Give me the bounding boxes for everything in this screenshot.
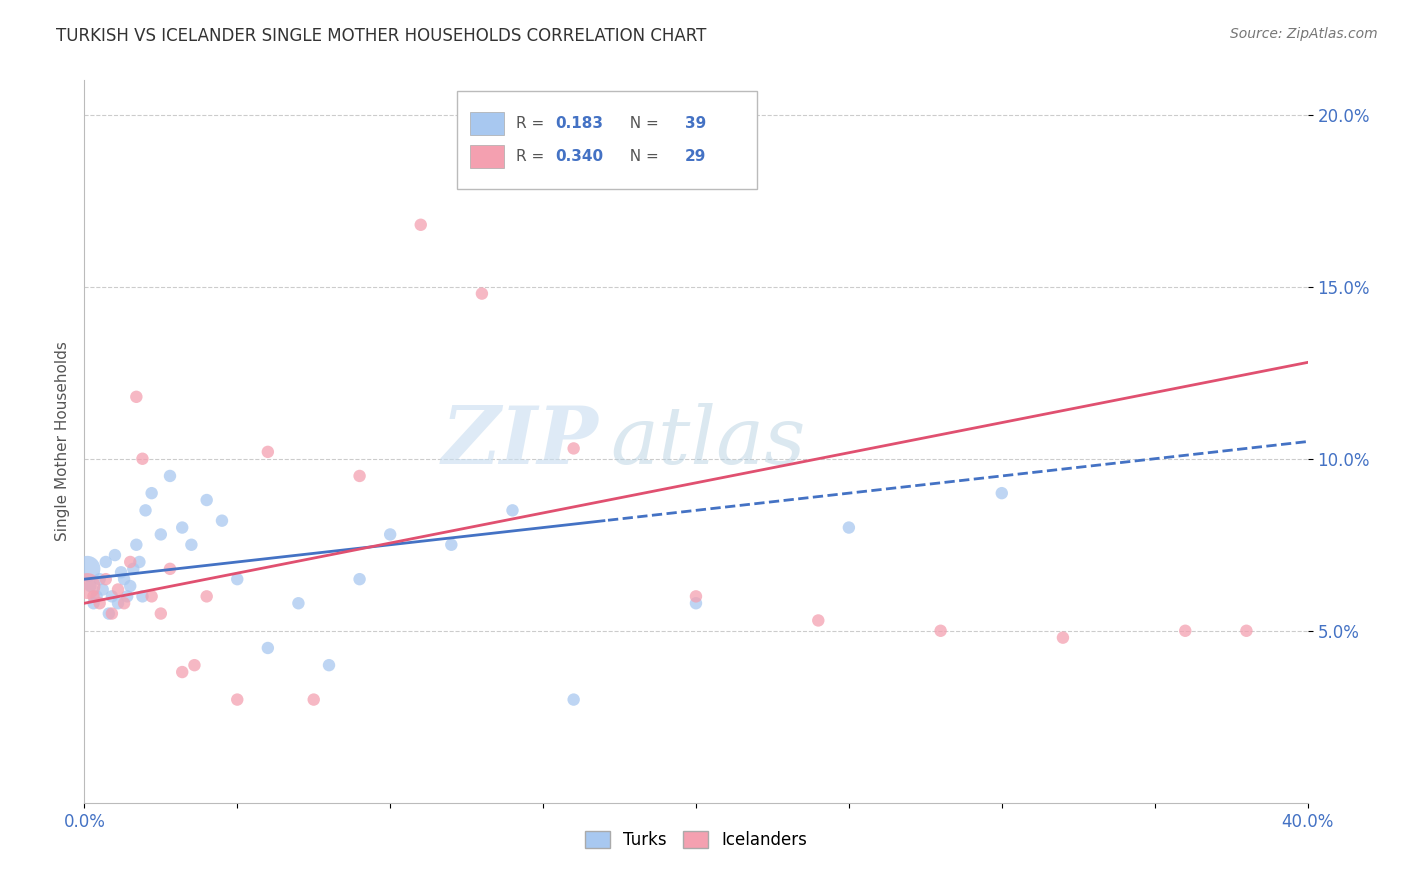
Point: [125, 390, 148, 404]
Text: TURKISH VS ICELANDER SINGLE MOTHER HOUSEHOLDS CORRELATION CHART: TURKISH VS ICELANDER SINGLE MOTHER HOUSE…: [56, 27, 707, 45]
Point: [302, 692, 325, 706]
Point: [318, 658, 340, 673]
Point: [104, 548, 127, 562]
Point: [89, 572, 111, 586]
Point: [807, 614, 830, 628]
Point: [562, 692, 585, 706]
Point: [159, 469, 181, 483]
Point: [131, 590, 153, 604]
Text: 0.340: 0.340: [555, 149, 603, 163]
Point: [195, 493, 218, 508]
Point: [76, 562, 98, 576]
Point: [349, 469, 371, 483]
Point: [149, 607, 172, 621]
Point: [149, 527, 172, 541]
Point: [226, 692, 249, 706]
Text: R =: R =: [516, 116, 550, 131]
Point: [685, 596, 707, 610]
Point: [101, 590, 124, 604]
Text: 39: 39: [685, 116, 706, 131]
Point: [141, 486, 163, 500]
Text: Source: ZipAtlas.com: Source: ZipAtlas.com: [1230, 27, 1378, 41]
Point: [91, 582, 114, 597]
Point: [1174, 624, 1197, 638]
FancyBboxPatch shape: [457, 91, 758, 189]
Y-axis label: Single Mother Households: Single Mother Households: [55, 342, 70, 541]
Point: [94, 555, 117, 569]
Legend: Turks, Icelanders: Turks, Icelanders: [578, 824, 814, 856]
Point: [226, 572, 249, 586]
Point: [86, 590, 108, 604]
Point: [257, 445, 280, 459]
Point: [991, 486, 1014, 500]
Point: [120, 555, 142, 569]
Point: [107, 582, 129, 597]
Point: [1052, 631, 1074, 645]
Point: [141, 590, 163, 604]
Point: [685, 590, 707, 604]
Point: [128, 555, 150, 569]
Point: [159, 562, 181, 576]
Point: [380, 527, 402, 541]
Point: [562, 442, 585, 456]
Point: [180, 538, 202, 552]
Text: 0.183: 0.183: [555, 116, 603, 131]
Point: [1236, 624, 1258, 638]
Point: [257, 640, 280, 655]
Point: [112, 572, 135, 586]
Point: [115, 590, 138, 604]
Point: [135, 503, 157, 517]
Text: N =: N =: [620, 149, 664, 163]
Text: R =: R =: [516, 149, 550, 163]
Point: [172, 520, 194, 534]
Point: [107, 596, 129, 610]
Point: [110, 566, 132, 580]
Point: [76, 579, 98, 593]
Point: [97, 607, 120, 621]
Point: [83, 590, 105, 604]
Point: [440, 538, 463, 552]
Point: [94, 572, 117, 586]
Point: [287, 596, 309, 610]
Point: [471, 286, 494, 301]
Point: [112, 596, 135, 610]
Bar: [470, 112, 503, 136]
Text: N =: N =: [620, 116, 664, 131]
Point: [929, 624, 952, 638]
Point: [101, 607, 124, 621]
Text: atlas: atlas: [610, 403, 806, 480]
Point: [79, 579, 101, 593]
Text: 29: 29: [685, 149, 706, 163]
Point: [502, 503, 524, 517]
Point: [122, 562, 145, 576]
Point: [349, 572, 371, 586]
Point: [83, 596, 105, 610]
Point: [120, 579, 142, 593]
Point: [172, 665, 194, 679]
Bar: [470, 145, 503, 168]
Point: [183, 658, 205, 673]
Text: ZIP: ZIP: [441, 403, 598, 480]
Point: [89, 596, 111, 610]
Point: [131, 451, 153, 466]
Point: [838, 520, 860, 534]
Point: [211, 514, 233, 528]
Point: [409, 218, 432, 232]
Point: [125, 538, 148, 552]
Point: [195, 590, 218, 604]
